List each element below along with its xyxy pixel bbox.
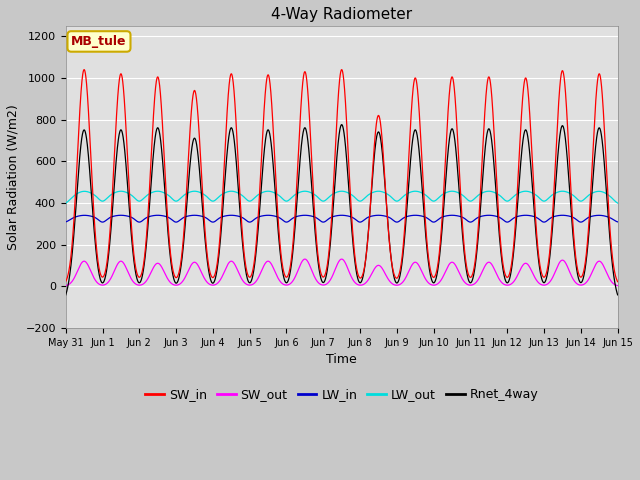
LW_in bbox=[321, 218, 329, 224]
LW_out bbox=[62, 200, 70, 206]
LW_out bbox=[465, 198, 473, 204]
LW_out bbox=[321, 198, 329, 204]
SW_out bbox=[301, 256, 308, 262]
SW_in bbox=[62, 279, 70, 285]
Rnet_4way bbox=[161, 188, 169, 194]
LW_out bbox=[117, 188, 125, 194]
SW_in bbox=[614, 279, 621, 285]
Title: 4-Way Radiometer: 4-Way Radiometer bbox=[271, 7, 412, 22]
Rnet_4way bbox=[497, 247, 504, 253]
SW_in bbox=[435, 254, 443, 260]
LW_out bbox=[435, 194, 443, 200]
SW_in bbox=[161, 169, 169, 175]
LW_in bbox=[497, 215, 505, 221]
Rnet_4way bbox=[338, 122, 346, 128]
LW_in bbox=[466, 219, 474, 225]
SW_out bbox=[465, 282, 473, 288]
SW_out bbox=[161, 271, 169, 276]
Line: LW_in: LW_in bbox=[66, 216, 618, 222]
Rnet_4way bbox=[435, 259, 443, 265]
SW_out bbox=[62, 283, 70, 288]
LW_in bbox=[435, 216, 443, 222]
Rnet_4way bbox=[614, 292, 621, 298]
SW_in bbox=[80, 67, 88, 72]
Rnet_4way bbox=[321, 277, 329, 283]
SW_in bbox=[613, 277, 621, 283]
SW_out bbox=[614, 283, 621, 288]
LW_out bbox=[497, 193, 504, 199]
SW_out bbox=[613, 283, 621, 288]
Rnet_4way bbox=[62, 292, 70, 298]
Rnet_4way bbox=[613, 290, 621, 296]
Line: LW_out: LW_out bbox=[66, 191, 618, 203]
LW_in bbox=[117, 213, 125, 218]
SW_out bbox=[435, 280, 443, 286]
SW_in bbox=[497, 241, 504, 247]
LW_in bbox=[99, 219, 106, 225]
Line: Rnet_4way: Rnet_4way bbox=[66, 125, 618, 295]
SW_out bbox=[497, 278, 504, 284]
Legend: SW_in, SW_out, LW_in, LW_out, Rnet_4way: SW_in, SW_out, LW_in, LW_out, Rnet_4way bbox=[140, 383, 543, 406]
Y-axis label: Solar Radiation (W/m2): Solar Radiation (W/m2) bbox=[7, 104, 20, 250]
LW_in bbox=[614, 219, 621, 225]
SW_out bbox=[321, 282, 329, 288]
SW_in bbox=[321, 272, 329, 277]
LW_in bbox=[161, 214, 169, 219]
SW_in bbox=[465, 274, 473, 279]
LW_out bbox=[614, 200, 621, 206]
X-axis label: Time: Time bbox=[326, 353, 357, 366]
Line: SW_in: SW_in bbox=[66, 70, 618, 282]
LW_in bbox=[613, 219, 621, 225]
Rnet_4way bbox=[465, 279, 473, 285]
LW_out bbox=[161, 191, 169, 196]
LW_out bbox=[613, 200, 621, 205]
Text: MB_tule: MB_tule bbox=[71, 35, 127, 48]
Line: SW_out: SW_out bbox=[66, 259, 618, 286]
LW_in bbox=[62, 219, 70, 225]
